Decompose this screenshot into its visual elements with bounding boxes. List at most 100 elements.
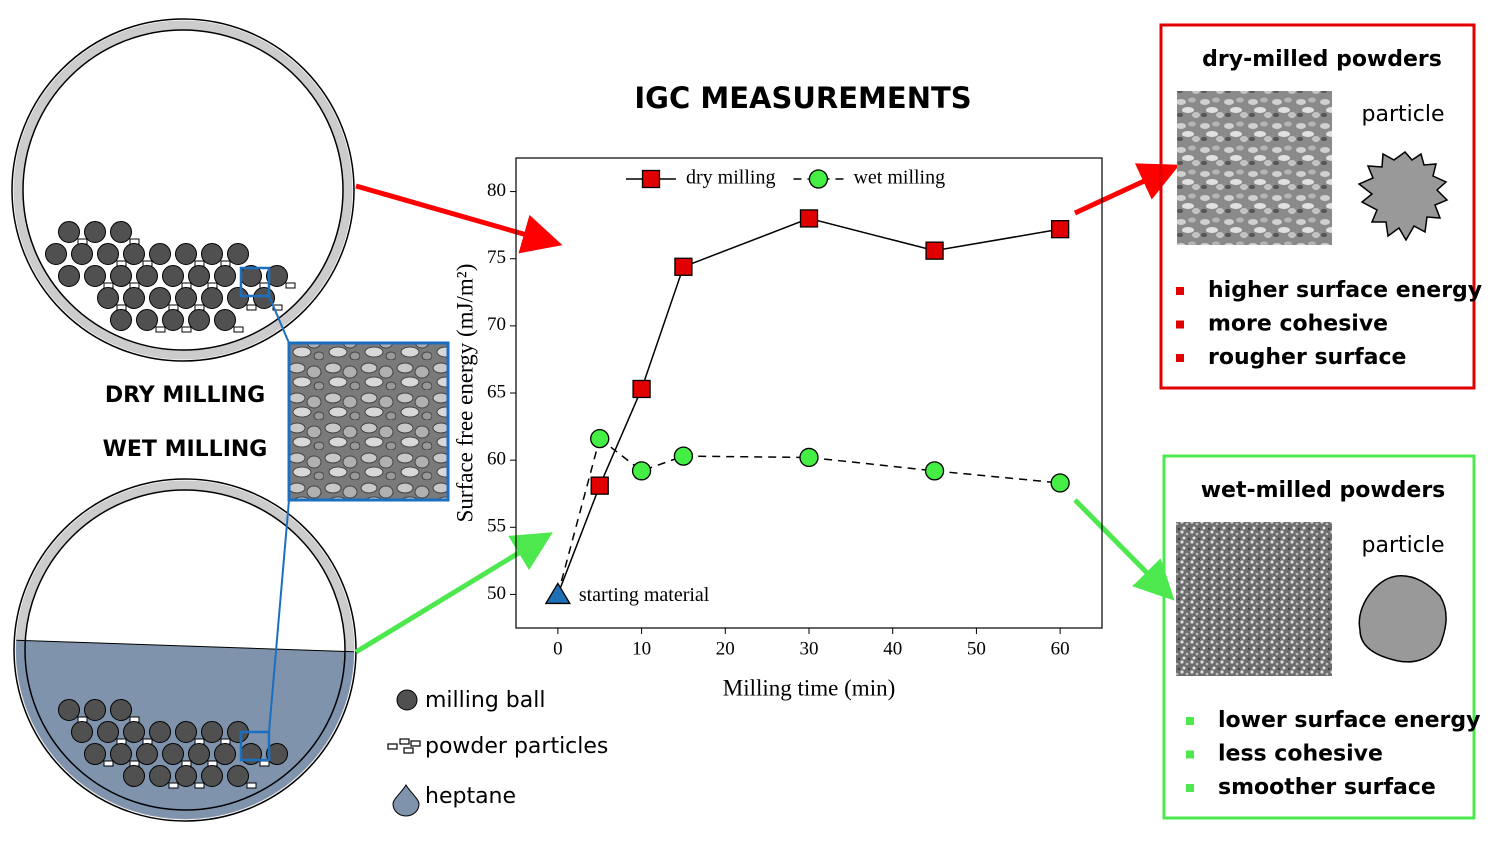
milling-ball [58,699,80,721]
milling-ball [84,743,106,765]
powder-particle [285,282,296,289]
milling-ball [227,287,249,309]
x-tick-label: 60 [1051,638,1070,659]
milling-ball [97,287,119,309]
arrow [354,532,553,655]
start-connector [557,485,601,595]
sem-image [287,341,450,502]
milling-ball [110,743,132,765]
milling-ball [201,243,223,265]
legend-powder [387,738,421,754]
dry-label: DRY MILLING [105,383,265,408]
data-point [924,461,945,481]
bullet [1176,354,1184,362]
data-point [631,461,652,481]
x-tick-label: 30 [800,638,819,659]
y-tick-label: 65 [487,381,506,402]
milling-ball [214,309,236,331]
dry-box [1159,23,1476,390]
milling-ball [201,287,223,309]
milling-ball [214,743,236,765]
legend-marker [808,169,829,189]
bullet-text: more cohesive [1208,312,1388,337]
milling-ball [84,221,106,243]
data-point [799,447,819,468]
milling-ball [136,265,158,287]
wet-label: WET MILLING [103,437,268,462]
milling-ball [188,265,210,287]
x-tick-label: 20 [716,638,735,659]
milling-ball [71,243,93,265]
milling-ball [214,265,236,287]
y-tick-label: 75 [487,247,506,268]
bullet-text: less cohesive [1218,742,1383,767]
annotation: starting material [579,584,710,606]
legend-label: wet milling [853,167,945,189]
milling-ball [175,243,197,265]
milling-ball [45,243,67,265]
x-axis-label: Milling time (min) [723,675,896,700]
milling-ball [110,265,132,287]
smooth-particle [1358,575,1447,663]
powder-particle [246,782,257,789]
powder-particle [233,326,244,333]
milling-ball [71,721,93,743]
particle-label: particle [1362,102,1445,127]
milling-ball [136,309,158,331]
y-tick-label: 55 [487,516,506,537]
milling-ball [201,721,223,743]
x-tick-label: 40 [883,638,902,659]
milling-ball [201,765,223,787]
milling-ball [97,721,119,743]
series-line [599,217,1061,486]
milling-ball [175,765,197,787]
particle-label: particle [1362,533,1445,558]
y-axis-label: Surface free energy (mJ/m²) [452,264,477,523]
sem-image [1177,91,1332,245]
data-point [799,209,819,228]
legend-label: milling ball [425,688,545,713]
milling-ball [188,309,210,331]
start-point [544,582,572,605]
data-point [1050,473,1070,493]
arrow [1073,163,1180,216]
bullet [1176,287,1184,295]
balls [45,221,296,789]
series-line [599,438,1061,484]
bullet-text: higher surface energy [1208,278,1482,303]
bullet-text: smoother surface [1218,775,1436,800]
arrow [1073,498,1175,601]
y-tick-label: 70 [487,314,506,335]
zoom-line [268,499,290,733]
zoom-box [239,730,271,762]
milling-ball [97,243,119,265]
data-point [632,379,651,399]
powder-particle [168,782,179,789]
data-point [925,241,944,260]
mill-wall [13,20,353,360]
zoom-line [268,295,290,344]
milling-ball [175,287,197,309]
rough-particle [1357,150,1449,242]
milling-ball [162,265,184,287]
bullet [1186,717,1194,725]
milling-ball [149,721,171,743]
wet-box [1162,454,1476,820]
powder-particle [194,782,205,789]
milling-ball [266,265,288,287]
milling-ball [240,743,262,765]
legend-heptane [392,783,420,817]
data-point [590,476,609,495]
legend-ball [396,689,418,711]
milling-ball [123,243,145,265]
bullet-text: rougher surface [1208,345,1406,370]
data-point [674,257,693,276]
bullet [1186,784,1194,792]
milling-ball [227,765,249,787]
sem-image [1176,522,1332,676]
milling-ball [162,309,184,331]
milling-ball [136,743,158,765]
milling-ball [123,765,145,787]
plot-frame [515,157,1103,629]
